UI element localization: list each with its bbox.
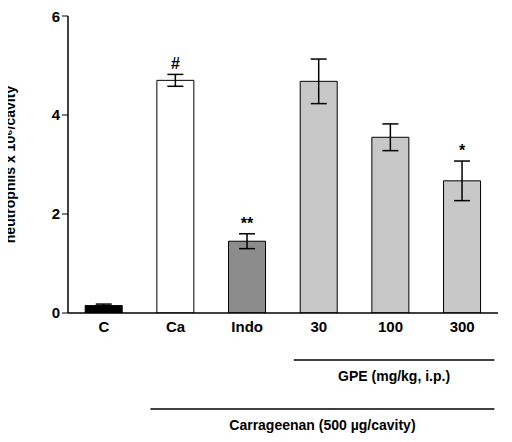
svg-text:30: 30 [310, 318, 327, 335]
svg-text:4: 4 [52, 106, 61, 123]
svg-text:Carrageenan (500 µg/cavity): Carrageenan (500 µg/cavity) [229, 417, 415, 433]
svg-text:Ca: Ca [166, 318, 186, 335]
svg-text:Indo: Indo [231, 318, 263, 335]
svg-text:2: 2 [52, 205, 60, 222]
svg-text:GPE (mg/kg, i.p.): GPE (mg/kg, i.p.) [338, 368, 450, 384]
svg-text:6: 6 [52, 8, 60, 25]
svg-text:C: C [98, 318, 109, 335]
svg-text:**: ** [241, 215, 254, 232]
svg-text:neutrophils x 10⁶/cavity: neutrophils x 10⁶/cavity [8, 86, 18, 244]
svg-text:300: 300 [450, 318, 475, 335]
svg-text:*: * [459, 142, 466, 159]
svg-text:0: 0 [52, 304, 60, 321]
svg-text:#: # [171, 55, 180, 72]
svg-text:100: 100 [378, 318, 403, 335]
